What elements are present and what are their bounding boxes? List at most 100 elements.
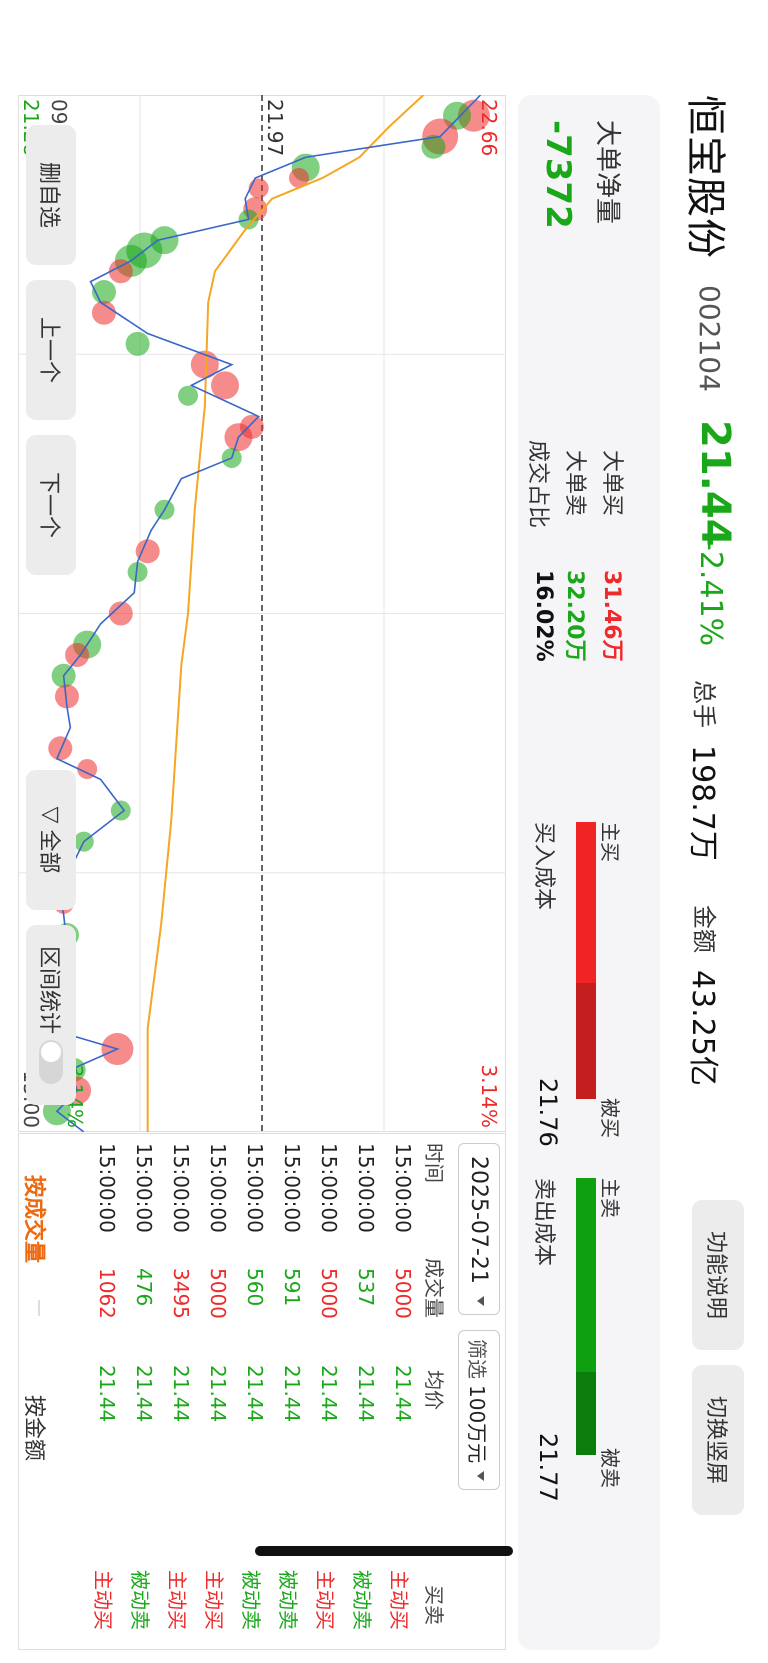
average-price-line <box>146 95 425 1132</box>
row-time: 15:00:00 <box>132 1143 156 1233</box>
big-buy-label: 大单买 <box>599 450 624 517</box>
row-side: 被动卖 <box>276 1570 300 1630</box>
row-avg-price: 21.44 <box>206 1365 230 1423</box>
filter-value: 100万元 <box>465 1385 490 1464</box>
trade-bubble <box>248 178 269 199</box>
ratio-label: 成交占比 <box>525 440 550 529</box>
row-avg-price: 21.44 <box>391 1365 415 1423</box>
amount-label: 金额 <box>690 905 718 953</box>
row-time: 15:00:00 <box>280 1143 304 1233</box>
stock-name: 恒宝股份 <box>682 95 728 259</box>
row-side: 主动买 <box>165 1570 189 1630</box>
row-volume: 476 <box>132 1268 156 1307</box>
y-max-label: 22.66 <box>477 99 501 156</box>
row-side: 被动卖 <box>350 1570 374 1630</box>
trade-bubble <box>178 385 199 406</box>
row-side: 主动买 <box>387 1570 411 1630</box>
ratio-value: 16.02% <box>531 570 556 662</box>
buy-cost-label: 买入成本 <box>531 822 556 911</box>
row-time: 15:00:00 <box>354 1143 378 1233</box>
row-side: 主动买 <box>202 1570 226 1630</box>
tab-divider <box>38 1300 40 1316</box>
filter-all-label: 全部 <box>36 829 61 874</box>
trade-bubble <box>108 259 133 284</box>
date-value: 2025-07-21 <box>466 1156 492 1284</box>
sell-active-label: 主卖 <box>598 1178 622 1218</box>
big-buy-value: 31.46万 <box>599 570 624 662</box>
buy-active-bar <box>576 822 596 983</box>
trade-bubble <box>127 562 148 583</box>
col-header-volume: 成交量 <box>422 1258 446 1318</box>
row-volume: 3495 <box>169 1268 193 1319</box>
amount-filter-select[interactable]: 筛选 100万元 <box>458 1330 500 1490</box>
interval-stat-toggle[interactable]: 区间统计 <box>26 925 76 1105</box>
filter-label: 筛选 <box>465 1339 490 1379</box>
row-time: 15:00:00 <box>206 1143 230 1233</box>
toggle-knob <box>41 1042 61 1062</box>
pct-max-label: 3.14% <box>477 1064 501 1128</box>
row-side: 被动卖 <box>128 1570 152 1630</box>
sell-passive-label: 被卖 <box>598 1448 622 1488</box>
row-avg-price: 21.44 <box>95 1365 119 1423</box>
col-header-time: 时间 <box>422 1143 446 1183</box>
row-avg-price: 21.44 <box>280 1365 304 1423</box>
row-side: 被动卖 <box>239 1570 263 1630</box>
row-time: 15:00:00 <box>95 1143 119 1233</box>
big-sell-label: 大单卖 <box>562 450 587 517</box>
trade-bubble <box>125 331 150 356</box>
buy-cost-value: 21.76 <box>534 1078 562 1147</box>
buy-active-label: 主买 <box>598 822 622 862</box>
row-volume: 537 <box>354 1268 378 1307</box>
trade-bubble <box>288 167 309 188</box>
col-header-side: 买卖 <box>422 1585 446 1625</box>
trade-bubble <box>54 684 79 709</box>
date-dropdown-icon <box>477 1296 484 1306</box>
row-time: 15:00:00 <box>391 1143 415 1233</box>
prev-stock-button[interactable]: 上一个 <box>26 280 76 420</box>
interval-stat-label: 区间统计 <box>36 945 61 1034</box>
row-side: 主动买 <box>91 1570 115 1630</box>
row-volume: 5000 <box>206 1268 230 1319</box>
trade-bubble <box>108 601 133 626</box>
row-volume: 591 <box>280 1268 304 1307</box>
amount-value: 43.25亿 <box>685 970 720 1086</box>
date-select[interactable]: 2025-07-21 <box>458 1143 500 1315</box>
tab-by-amount[interactable]: 按金额 <box>21 1395 46 1462</box>
sell-active-bar <box>576 1178 596 1372</box>
row-avg-price: 21.44 <box>243 1365 267 1423</box>
sell-cost-value: 21.77 <box>534 1433 562 1502</box>
row-avg-price: 21.44 <box>169 1365 193 1423</box>
col-header-avg-price: 均价 <box>422 1370 446 1410</box>
row-volume: 5000 <box>317 1268 341 1319</box>
buy-passive-bar <box>576 983 596 1099</box>
portrait-toggle-button[interactable]: 切换竖屏 <box>692 1365 744 1515</box>
help-button[interactable]: 功能说明 <box>692 1200 744 1350</box>
row-time: 15:00:00 <box>169 1143 193 1233</box>
net-label: 大单净量 <box>592 120 622 225</box>
row-volume: 1062 <box>95 1268 119 1319</box>
buy-passive-label: 被买 <box>598 1098 622 1138</box>
trade-bubble <box>135 539 160 564</box>
remove-watchlist-button[interactable]: 删自选 <box>26 125 76 265</box>
ref-price-label: 21.97 <box>263 99 287 156</box>
stock-code: 002104 <box>693 285 726 392</box>
filter-all-button[interactable]: ▽ 全部 <box>26 770 76 910</box>
row-avg-price: 21.44 <box>317 1365 341 1423</box>
row-time: 15:00:00 <box>317 1143 341 1233</box>
row-avg-price: 21.44 <box>354 1365 378 1423</box>
row-avg-price: 21.44 <box>132 1365 156 1423</box>
tab-by-volume[interactable]: 按成交量 <box>21 1175 46 1264</box>
trade-bubble <box>91 300 116 325</box>
row-volume: 560 <box>243 1268 267 1307</box>
filter-dropdown-icon <box>477 1471 484 1481</box>
sell-cost-label: 卖出成本 <box>531 1178 556 1267</box>
volume-value: 198.7万 <box>685 745 720 861</box>
trade-bubble <box>421 134 446 159</box>
row-volume: 5000 <box>391 1268 415 1319</box>
next-stock-button[interactable]: 下一个 <box>26 435 76 575</box>
big-sell-value: 32.20万 <box>562 570 587 662</box>
volume-label: 总手 <box>690 680 718 728</box>
toggle-switch[interactable] <box>39 1040 63 1084</box>
trade-bubble <box>65 642 90 667</box>
